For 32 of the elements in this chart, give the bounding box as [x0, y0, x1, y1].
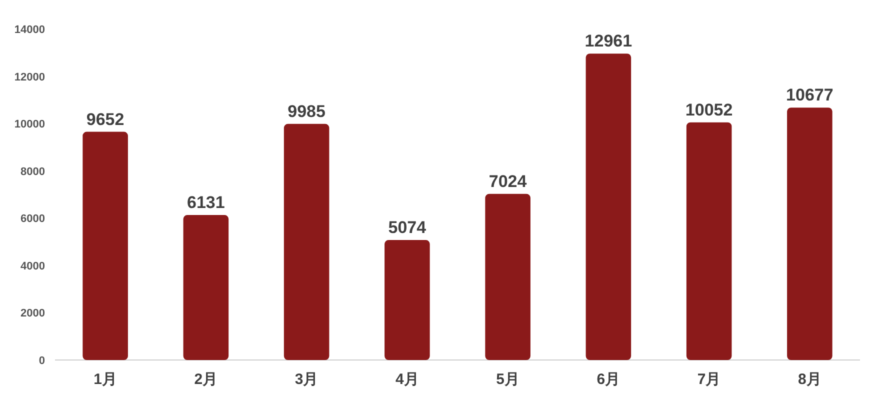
y-tick-label: 4000 [20, 260, 45, 272]
x-tick-label: 1月 [94, 371, 117, 388]
x-tick-label: 7月 [697, 371, 721, 388]
x-tick-label: 4月 [396, 371, 419, 388]
y-tick-label: 0 [38, 355, 45, 367]
data-label: 6131 [187, 193, 225, 212]
x-tick-label: 6月 [596, 371, 620, 388]
bar [82, 132, 128, 360]
x-tick-label: 2月 [194, 371, 218, 388]
bar [384, 240, 430, 360]
y-tick-label: 2000 [20, 308, 45, 320]
x-tick-label: 8月 [798, 371, 822, 388]
y-tick-label: 12000 [14, 71, 45, 84]
bar [485, 194, 530, 360]
x-tick-label: 5月 [496, 371, 520, 388]
x-tick-label: 3月 [294, 371, 318, 388]
data-label: 9652 [86, 110, 124, 129]
data-label: 5074 [388, 218, 427, 238]
data-label: 7024 [488, 172, 528, 191]
bar [787, 108, 832, 360]
bar [686, 122, 732, 360]
bar [284, 124, 330, 360]
bar [586, 54, 632, 360]
data-label: 9985 [288, 102, 326, 121]
y-tick-label: 8000 [20, 166, 45, 178]
bar [183, 215, 229, 360]
data-label: 10052 [685, 100, 733, 120]
y-tick-label: 14000 [14, 24, 45, 36]
y-tick-label: 10000 [14, 118, 45, 131]
y-tick-label: 6000 [20, 213, 45, 226]
data-label: 12961 [584, 32, 632, 51]
data-label: 10677 [786, 86, 834, 105]
